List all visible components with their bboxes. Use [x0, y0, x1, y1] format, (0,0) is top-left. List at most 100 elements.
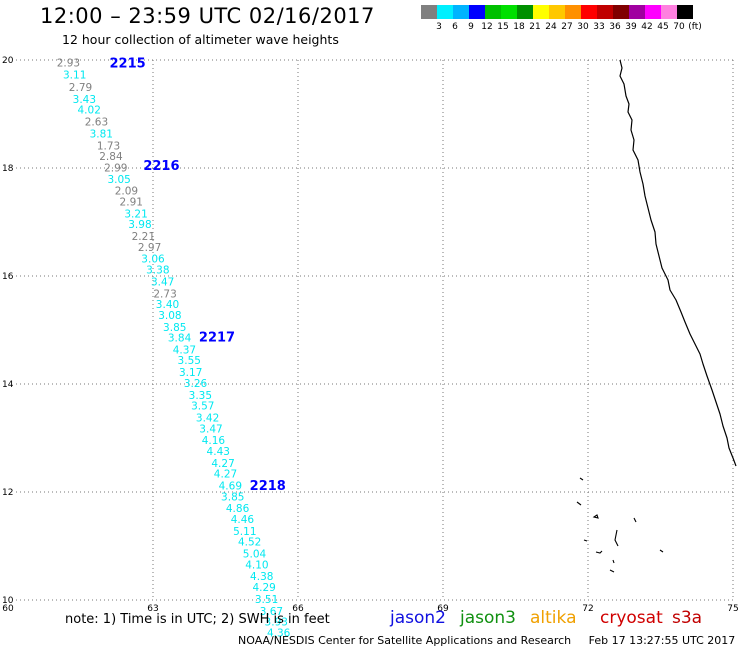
lat-tick-label: 10: [2, 596, 14, 606]
wave-height-value: 3.35: [189, 390, 212, 402]
wave-height-value: 4.27: [214, 469, 237, 481]
note-text: note: 1) Time is in UTC; 2) SWH is in fe…: [65, 612, 330, 627]
wave-height-value: 2.21: [132, 231, 155, 243]
lat-tick-label: 12: [2, 488, 13, 498]
wave-height-value: 2.97: [138, 242, 161, 254]
wave-height-value: 2.99: [104, 162, 127, 174]
track-id-label: 2216: [143, 159, 179, 174]
scale-label: 18: [513, 22, 525, 32]
scale-swatch: [677, 5, 693, 19]
coastline: [619, 59, 737, 467]
scale-swatch: [437, 5, 453, 19]
wave-height-value: 3.40: [156, 299, 179, 311]
wave-height-value: 4.27: [211, 458, 234, 470]
legend-item-jason2: jason2: [390, 608, 446, 628]
wave-height-value: 3.47: [151, 276, 174, 288]
scale-swatch: [629, 5, 645, 19]
wave-height-value: 4.36: [267, 627, 291, 639]
wave-height-value: 3.06: [141, 254, 165, 266]
wave-height-value: 4.69: [219, 481, 242, 493]
track-id-label: 2215: [110, 57, 146, 72]
lon-tick-label: 75: [727, 604, 738, 614]
observation-labels: 2.933.112.793.434.022.633.811.732.842.99…: [57, 58, 291, 640]
wave-height-value: 3.26: [184, 378, 208, 390]
color-scale-labels: 3 6 9 12 15 18 21 24 27 30 33 36 39 42 45 70 (ft): [421, 22, 740, 34]
scale-swatch: [421, 5, 437, 19]
wave-height-value: 3.17: [179, 367, 202, 379]
island-outline: [612, 559, 615, 564]
island-outline: [583, 539, 588, 542]
scale-swatch: [549, 5, 565, 19]
scale-label: 9: [468, 22, 474, 32]
wave-height-value: 4.46: [231, 514, 255, 526]
legend-item-jason3: jason3: [460, 608, 516, 628]
wave-height-value: 3.47: [199, 423, 222, 435]
wave-height-value: 4.16: [202, 435, 226, 447]
scale-label: 21: [529, 22, 541, 32]
wave-height-value: 2.84: [99, 151, 123, 163]
wave-height-value: 3.67: [260, 606, 283, 618]
scale-label: 39: [625, 22, 637, 32]
scale-label: 70: [673, 22, 685, 32]
axis-tick-labels: 60 63 66 69 72 75 20 18 16 14 12 10: [2, 56, 739, 614]
scale-label: 6: [452, 22, 458, 32]
wave-height-value: 2.93: [57, 58, 80, 70]
color-scale: [421, 5, 693, 19]
wave-height-value: 4.86: [226, 503, 250, 515]
scale-label: 33: [593, 22, 605, 32]
lat-tick-label: 16: [2, 272, 14, 282]
island-outline: [576, 501, 582, 506]
scale-label: 24: [545, 22, 557, 32]
island-outline: [609, 569, 615, 573]
island-outline: [595, 550, 603, 554]
grid-lines: [16, 59, 734, 601]
wave-height-value: 4.37: [173, 344, 196, 356]
wave-height-value: 3.51: [255, 594, 278, 606]
scale-label: 15: [497, 22, 509, 32]
legend-item-altika: altika: [530, 608, 577, 628]
scale-label: (ft): [688, 22, 702, 32]
wave-height-value: 4.10: [245, 559, 268, 571]
scale-swatch: [517, 5, 533, 19]
wave-height-value: 3.85: [221, 491, 244, 503]
wave-height-value: 4.29: [252, 582, 275, 594]
wave-height-value: 3.98: [128, 219, 151, 231]
legend-item-cryosat: cryosat: [600, 608, 663, 628]
scale-swatch: [533, 5, 549, 19]
scale-swatch: [501, 5, 517, 19]
scale-swatch: [581, 5, 597, 19]
wave-height-value: 3.81: [90, 128, 113, 140]
wave-height-value: 4.38: [250, 571, 273, 583]
wave-height-value: 3.93: [265, 617, 288, 629]
wave-height-value: 1.73: [97, 140, 120, 152]
wave-height-value: 2.79: [69, 82, 92, 94]
island-outline: [633, 517, 637, 523]
island-outline: [579, 477, 584, 481]
scale-label: 3: [436, 22, 442, 32]
scale-swatch: [661, 5, 677, 19]
scale-label: 27: [561, 22, 573, 32]
scale-swatch: [453, 5, 469, 19]
track-id-label: 2217: [199, 330, 235, 345]
wave-height-value: 3.21: [124, 208, 147, 220]
lat-tick-label: 18: [2, 164, 14, 174]
lat-tick-label: 20: [2, 56, 14, 66]
wave-height-value: 3.84: [168, 333, 192, 345]
lon-tick-label: 69: [437, 604, 449, 614]
scale-label: 30: [577, 22, 589, 32]
scale-swatch: [565, 5, 581, 19]
wave-height-value: 3.43: [73, 94, 96, 106]
lat-tick-label: 14: [2, 380, 14, 390]
wave-height-value: 3.38: [146, 265, 169, 277]
lon-tick-label: 72: [582, 604, 593, 614]
track-id-label: 2218: [250, 479, 286, 494]
island-outline: [592, 514, 599, 519]
scale-label: 12: [481, 22, 493, 32]
scale-swatch: [645, 5, 661, 19]
wave-height-value: 3.08: [158, 310, 181, 322]
wave-height-value: 3.57: [191, 401, 214, 413]
wave-height-value: 5.04: [243, 549, 267, 561]
map-title: 12:00 – 23:59 UTC 02/16/2017: [40, 4, 375, 28]
wave-height-value: 4.52: [238, 537, 261, 549]
